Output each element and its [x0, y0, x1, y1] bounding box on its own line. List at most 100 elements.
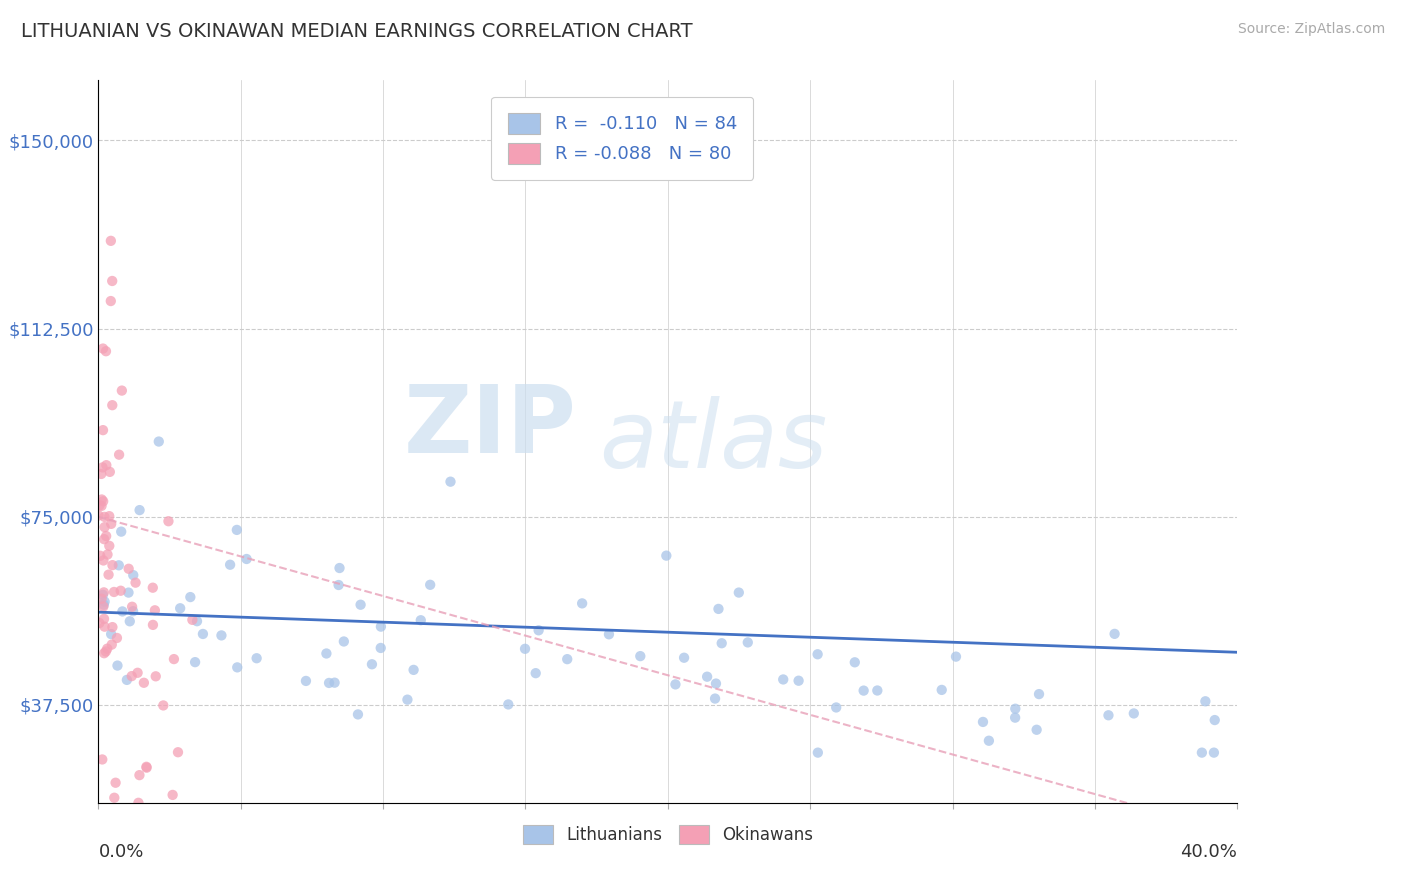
Point: [1202, 746, 1225, 760]
Point: [174, 811, 197, 825]
Point: [704, 676, 727, 690]
Point: [105, 631, 128, 645]
Point: [101, 558, 124, 573]
Point: [148, 811, 170, 825]
Point: [673, 650, 696, 665]
Point: [555, 652, 578, 666]
Text: 40.0%: 40.0%: [1181, 843, 1237, 861]
Point: [727, 585, 749, 599]
Point: [737, 635, 759, 649]
Point: [844, 655, 866, 669]
Point: [361, 657, 384, 672]
Point: [598, 627, 620, 641]
Point: [94, 644, 117, 658]
Point: [118, 562, 141, 576]
Point: [328, 561, 350, 575]
Point: [93, 620, 115, 634]
Point: [87, 508, 110, 523]
Point: [132, 675, 155, 690]
Point: [315, 647, 337, 661]
Point: [98, 509, 121, 524]
Point: [513, 641, 536, 656]
Point: [347, 707, 370, 722]
Point: [370, 619, 392, 633]
Point: [181, 613, 204, 627]
Point: [142, 581, 165, 595]
Point: [370, 640, 392, 655]
Point: [157, 514, 180, 528]
Point: [295, 673, 318, 688]
Point: [498, 698, 520, 712]
Point: [93, 553, 115, 567]
Point: [145, 669, 167, 683]
Point: [111, 604, 134, 618]
Point: [100, 234, 122, 248]
Point: [124, 575, 146, 590]
Point: [166, 811, 188, 825]
Point: [101, 638, 124, 652]
Point: [807, 746, 830, 760]
Point: [419, 578, 441, 592]
Point: [93, 585, 115, 599]
Point: [96, 458, 118, 472]
Point: [707, 602, 730, 616]
Point: [91, 460, 114, 475]
Point: [710, 636, 733, 650]
Point: [226, 660, 249, 674]
Point: [187, 811, 209, 825]
Point: [1191, 746, 1213, 760]
Point: [135, 761, 157, 775]
Point: [89, 615, 111, 630]
Point: [184, 655, 207, 669]
Point: [349, 598, 371, 612]
Point: [696, 670, 718, 684]
Point: [170, 811, 193, 825]
Point: [323, 675, 346, 690]
Point: [89, 549, 111, 563]
Point: [931, 682, 953, 697]
Point: [772, 673, 794, 687]
Point: [91, 588, 114, 602]
Point: [107, 658, 129, 673]
Point: [122, 568, 145, 582]
Point: [127, 796, 149, 810]
Point: [179, 590, 201, 604]
Point: [1204, 713, 1226, 727]
Point: [1004, 711, 1026, 725]
Point: [571, 596, 593, 610]
Point: [97, 567, 120, 582]
Point: [825, 700, 848, 714]
Point: [163, 652, 186, 666]
Point: [128, 503, 150, 517]
Point: [1194, 694, 1216, 708]
Point: [96, 548, 118, 562]
Point: [152, 698, 174, 713]
Text: 0.0%: 0.0%: [98, 843, 143, 861]
Point: [1097, 708, 1119, 723]
Point: [333, 634, 356, 648]
Point: [209, 628, 232, 642]
Point: [866, 683, 889, 698]
Point: [98, 465, 121, 479]
Point: [93, 612, 115, 626]
Point: [664, 677, 686, 691]
Point: [439, 475, 461, 489]
Point: [852, 683, 875, 698]
Point: [98, 539, 121, 553]
Point: [122, 604, 145, 618]
Point: [100, 516, 122, 531]
Point: [93, 509, 115, 524]
Point: [318, 676, 340, 690]
Point: [219, 558, 242, 572]
Point: [191, 627, 214, 641]
Point: [396, 692, 419, 706]
Point: [402, 663, 425, 677]
Text: Source: ZipAtlas.com: Source: ZipAtlas.com: [1237, 22, 1385, 37]
Point: [143, 603, 166, 617]
Point: [111, 384, 134, 398]
Point: [103, 585, 125, 599]
Point: [91, 599, 114, 614]
Point: [169, 601, 191, 615]
Point: [167, 745, 190, 759]
Point: [135, 760, 157, 774]
